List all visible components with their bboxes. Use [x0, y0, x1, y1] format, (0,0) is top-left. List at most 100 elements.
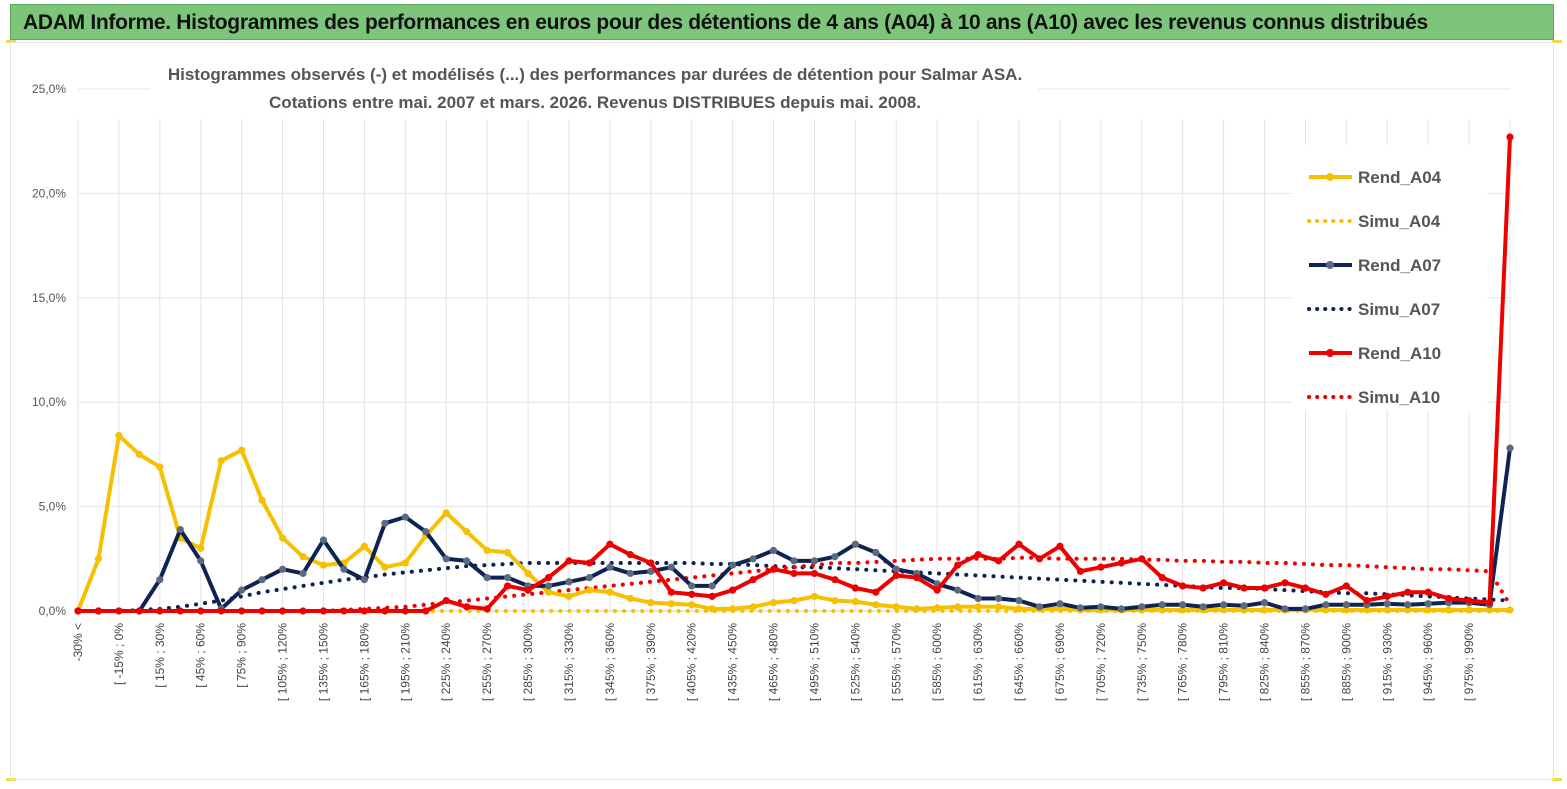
series-rend-a10-point — [238, 607, 246, 615]
series-rend-a10-point — [749, 576, 757, 584]
x-tick-label: [ 405% ; 420% — [685, 623, 699, 701]
series-rend-a07-point — [463, 557, 471, 565]
series-rend-a10-point — [442, 596, 450, 605]
series-rend-a10-point — [994, 557, 1003, 565]
series-rend-a10-point — [1322, 590, 1330, 598]
series-rend-a10-point — [810, 569, 819, 578]
corner-marker — [6, 40, 16, 43]
series-rend-a07-point — [1179, 601, 1187, 609]
series-rend-a07-point — [1260, 599, 1269, 607]
series-rend-a10-point — [1220, 579, 1228, 587]
series-rend-a07-point — [831, 553, 839, 561]
series-rend-a04-point — [1506, 606, 1514, 614]
series-rend-a07-point — [1220, 601, 1228, 609]
series-rend-a10-point — [1485, 599, 1494, 607]
y-tick-label: 0,0% — [39, 604, 67, 618]
series-rend-a10-point — [626, 551, 634, 559]
series-rend-a07-point — [565, 578, 573, 586]
legend-label-simu-a07: Simu_A07 — [1358, 300, 1440, 319]
x-tick-label: [ 885% ; 900% — [1339, 623, 1353, 701]
series-rend-a04-point — [1260, 606, 1269, 614]
series-rend-a10-point — [1199, 584, 1207, 592]
series-rend-a07-point — [606, 563, 614, 571]
series-rend-a10-point — [463, 603, 471, 611]
series-rend-a10-point — [1506, 133, 1514, 141]
series-rend-a10-point — [729, 586, 737, 594]
series-rend-a10-point — [94, 607, 103, 615]
x-tick-label: [ 105% ; 120% — [276, 623, 290, 701]
series-rend-a10-point — [1117, 559, 1125, 567]
series-rend-a04-point — [258, 496, 266, 504]
series-rend-a10-point — [1301, 584, 1310, 592]
series-rend-a07-point — [872, 548, 880, 557]
series-rend-a10-point — [278, 607, 287, 615]
series-rend-a10-point — [1465, 596, 1473, 605]
series-rend-a04-point — [933, 604, 941, 612]
chart-frame — [10, 42, 1554, 780]
series-rend-a10-point — [954, 561, 962, 569]
series-rend-a07-point — [340, 565, 348, 573]
series-rend-a04-point — [135, 450, 143, 458]
x-tick-label: [ 75% ; 90% — [235, 623, 249, 688]
x-tick-label: [ 45% ; 60% — [194, 623, 208, 688]
series-rend-a04-point — [544, 588, 553, 596]
series-rend-a10-point — [1424, 588, 1432, 596]
series-rend-a07-point — [1404, 601, 1412, 609]
series-rend-a04-point — [483, 546, 491, 555]
series-rend-a04-point — [913, 605, 921, 613]
series-rend-a10-point — [769, 565, 778, 573]
series-rend-a10-point — [504, 582, 512, 590]
x-axis: -30% < [ -15% ; 0% [ 15% ; 30% [ 45% ; 60% [… — [71, 610, 1510, 701]
legend-label-simu-a04: Simu_A04 — [1358, 212, 1441, 231]
x-tick-label: [ 645% ; 660% — [1012, 623, 1026, 701]
series-rend-a04-point — [442, 509, 450, 517]
series-rend-a07-point — [381, 519, 389, 527]
series-rend-a04-point — [94, 555, 103, 563]
series-rend-a07-point — [258, 576, 266, 584]
series-rend-a07-point — [708, 582, 716, 590]
series-rend-a07-point — [667, 563, 675, 571]
legend-marker-rend-a07 — [1326, 261, 1334, 269]
series-rend-a07-point — [749, 555, 757, 563]
series-rend-a07-point — [1015, 596, 1023, 605]
series-rend-a07-point — [401, 513, 409, 521]
series-rend-a04-point — [1445, 606, 1453, 614]
x-tick-label: [ 375% ; 390% — [644, 623, 658, 701]
series-rend-a10-point — [790, 569, 798, 578]
series-rend-a10-point — [197, 607, 205, 615]
x-tick-label: [ 585% ; 600% — [930, 623, 944, 701]
x-tick-label: [ 945% ; 960% — [1421, 623, 1435, 701]
series-rend-a10-point — [667, 588, 675, 596]
series-rend-a10-point — [1383, 592, 1391, 600]
x-tick-label: [ 465% ; 480% — [767, 623, 781, 701]
series-rend-a04-point — [278, 534, 287, 542]
series-rend-a07-point — [1424, 600, 1432, 608]
series-rend-a10-point — [1281, 579, 1289, 587]
series-rend-a04-point — [1424, 606, 1432, 614]
series-rend-a07-point — [626, 569, 634, 578]
series-rend-a04-point — [381, 563, 389, 571]
series-rend-a04-point — [1383, 606, 1391, 614]
series-rend-a04-point — [1322, 606, 1330, 614]
y-tick-label: 10,0% — [32, 395, 66, 409]
series-rend-a07-point — [1097, 603, 1105, 611]
report-title: ADAM Informe. Histogrammes des performan… — [23, 11, 1428, 34]
series-rend-a10-point — [1056, 542, 1064, 550]
series-rend-a04-point — [1465, 606, 1473, 614]
series-rend-a10-point — [176, 607, 184, 615]
series-rend-a04-point — [504, 548, 512, 557]
series-rend-a04-point — [524, 569, 532, 578]
series-rend-a07-point — [504, 573, 512, 582]
series-rend-a07-point — [319, 536, 328, 544]
report-header-banner: ADAM Informe. Histogrammes des performan… — [10, 4, 1554, 40]
x-tick-label: [ 495% ; 510% — [807, 623, 821, 701]
series-rend-a10-point — [135, 607, 143, 615]
series-rend-a04-point — [565, 592, 573, 600]
series-rend-a04-point — [217, 457, 225, 465]
series-rend-a04-point — [647, 599, 655, 607]
series-rend-a10-point — [1097, 563, 1105, 571]
series-rend-a07-point — [954, 586, 962, 594]
x-tick-label: [ 525% ; 540% — [848, 623, 862, 701]
series-rend-a10-point — [1342, 582, 1350, 590]
chart-title-line-2: Cotations entre mai. 2007 et mars. 2026.… — [269, 93, 921, 112]
